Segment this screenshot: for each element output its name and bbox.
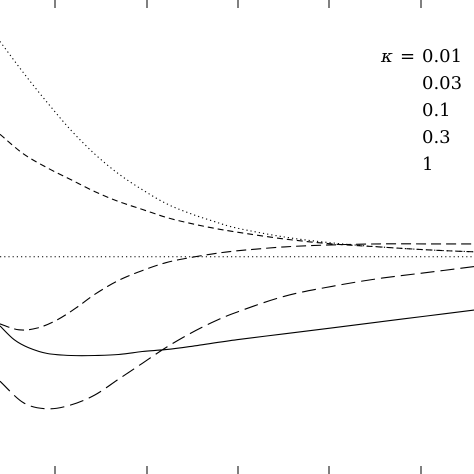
legend-entry-3: 0.3 <box>422 127 451 148</box>
series-line-kappa-0-3 <box>0 266 474 410</box>
legend-entry-0: 0.01 <box>422 46 462 67</box>
legend-entry-4: 1 <box>422 154 433 175</box>
series-line-kappa-1 <box>0 309 474 357</box>
legend-title: κ <box>380 46 393 67</box>
series-line-kappa-0-1 <box>0 243 474 331</box>
series-line-kappa-0-03 <box>0 133 474 253</box>
legend: κ = 0.01 0.03 0.1 0.3 1 <box>380 46 462 175</box>
series-curves <box>0 41 474 410</box>
series-line-kappa-0-01 <box>0 41 474 253</box>
top-tick-marks <box>54 0 422 8</box>
legend-equals-sign: = <box>400 46 415 67</box>
bottom-tick-marks <box>54 466 422 474</box>
legend-entry-1: 0.03 <box>422 73 462 94</box>
legend-entry-2: 0.1 <box>422 100 451 121</box>
